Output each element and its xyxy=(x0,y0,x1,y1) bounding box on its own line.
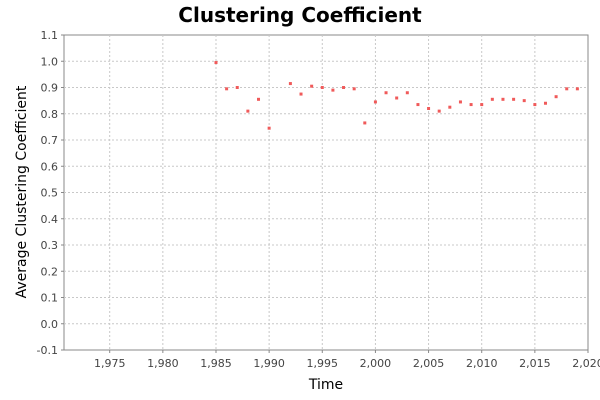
data-point xyxy=(543,101,547,105)
data-point xyxy=(554,95,558,99)
x-tick-label: 2,010 xyxy=(466,357,498,370)
data-point xyxy=(512,97,516,101)
x-tick-label: 2,015 xyxy=(519,357,551,370)
data-point xyxy=(310,84,314,88)
y-tick-label: 0.6 xyxy=(41,160,59,173)
x-tick-label: 1,985 xyxy=(200,357,232,370)
data-point xyxy=(427,107,431,110)
y-tick-label: 0.4 xyxy=(41,213,59,226)
data-point xyxy=(575,87,579,91)
x-axis: 1,975 1,980 1,985 1,990 1,995 2,000 2,005 2,010… xyxy=(94,350,600,370)
x-tick-label: 2,005 xyxy=(413,357,445,370)
x-tick-label: 1,975 xyxy=(94,357,126,370)
x-tick-label: 2,000 xyxy=(360,357,392,370)
data-point xyxy=(405,91,409,95)
data-point xyxy=(320,86,324,89)
data-point xyxy=(342,86,346,89)
data-point xyxy=(565,87,569,91)
x-tick-label: 1,990 xyxy=(253,357,285,370)
data-point xyxy=(533,103,537,107)
y-tick-label: 1.1 xyxy=(41,29,59,42)
data-point xyxy=(267,126,271,130)
data-point xyxy=(246,109,250,113)
data-point xyxy=(363,121,367,125)
x-tick-label: 1,980 xyxy=(147,357,179,370)
chart-title: Clustering Coefficient xyxy=(178,3,422,27)
data-point xyxy=(416,103,420,107)
y-tick-label: 0.5 xyxy=(41,187,59,200)
y-tick-label: 0.0 xyxy=(41,318,59,331)
x-tick-label: 2,020 xyxy=(572,357,600,370)
y-tick-label: 0.8 xyxy=(41,108,59,121)
data-point xyxy=(395,96,399,100)
data-point xyxy=(373,100,377,104)
data-point xyxy=(257,97,261,101)
y-tick-label: 0.7 xyxy=(41,134,59,147)
data-points xyxy=(214,61,579,130)
x-tick-label: 1,995 xyxy=(307,357,339,370)
data-point xyxy=(490,97,494,101)
data-point xyxy=(501,97,505,101)
data-point xyxy=(225,87,229,91)
y-axis: -0.1 0.0 0.1 0.2 0.3 0.4 0.5 0.6 0.7 0.8 0.9 1.0 1.1 xyxy=(37,29,64,357)
data-point xyxy=(288,82,292,86)
data-point xyxy=(235,86,239,89)
grid-lines xyxy=(64,35,588,350)
data-point xyxy=(480,103,484,107)
data-point xyxy=(522,99,526,103)
data-point xyxy=(299,92,303,96)
y-axis-label: Average Clustering Coefficient xyxy=(14,85,30,298)
y-tick-label: 0.1 xyxy=(41,292,59,305)
data-point xyxy=(214,61,218,65)
y-tick-label: 0.2 xyxy=(41,265,59,278)
data-point xyxy=(437,109,441,113)
data-point xyxy=(352,87,356,91)
data-point xyxy=(331,88,335,92)
x-axis-label: Time xyxy=(308,377,343,393)
y-tick-label: 1.0 xyxy=(41,55,59,68)
data-point xyxy=(384,91,388,95)
y-tick-label: -0.1 xyxy=(37,344,58,357)
y-tick-label: 0.9 xyxy=(41,82,59,95)
y-tick-label: 0.3 xyxy=(41,239,59,252)
data-point xyxy=(448,105,452,109)
data-point xyxy=(469,103,473,107)
data-point xyxy=(458,100,462,104)
